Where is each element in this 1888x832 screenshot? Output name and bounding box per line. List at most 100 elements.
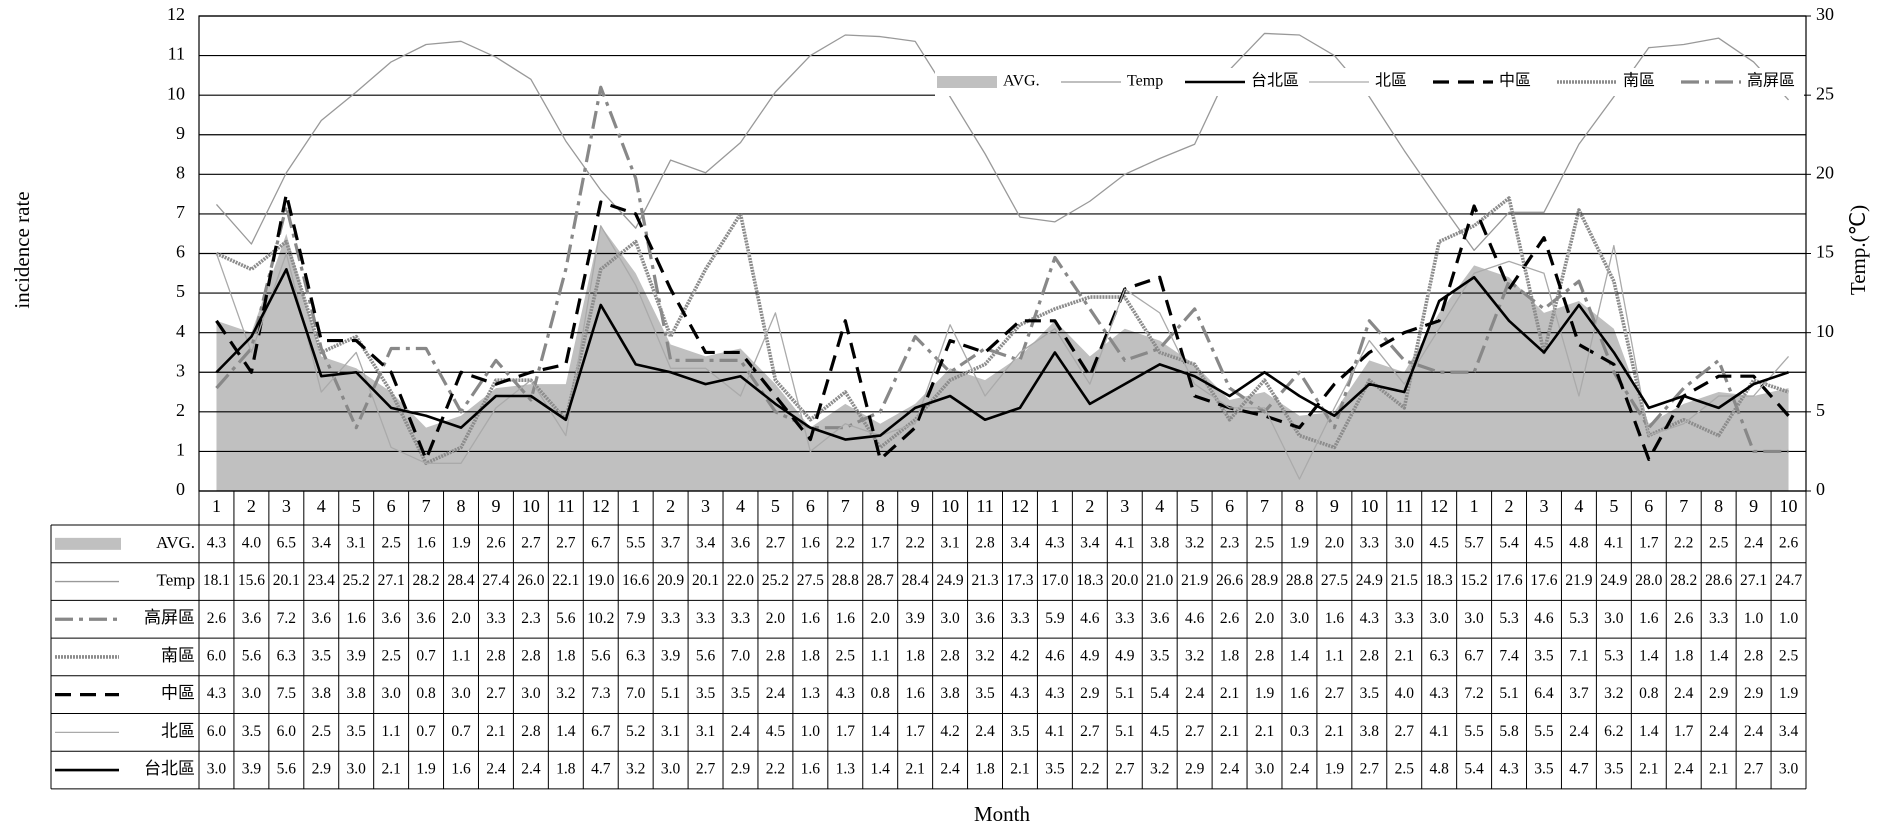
table-cell: 20.9 <box>657 572 684 589</box>
table-cell: 5.1 <box>1115 685 1134 702</box>
table-cell: 3.5 <box>347 723 367 740</box>
table-cell: 27.1 <box>378 572 405 589</box>
table-cell: 1.7 <box>871 534 891 551</box>
table-cell: 4.9 <box>1115 648 1135 665</box>
table-cell: 28.9 <box>1251 572 1278 589</box>
table-cell: 3.5 <box>1010 723 1030 740</box>
table-cell: 4.1 <box>1115 534 1134 551</box>
table-cell: 0.7 <box>416 648 436 665</box>
table-cell: 7.5 <box>277 685 297 702</box>
table-cell: 7.0 <box>626 685 646 702</box>
table-cell: 3.0 <box>381 685 401 702</box>
table-cell: 2.0 <box>766 610 786 627</box>
table-cell: 2.7 <box>766 534 786 551</box>
table-cell: 3.7 <box>661 534 681 551</box>
table-cell: 2.3 <box>1220 534 1240 551</box>
table-cell: 1.6 <box>347 610 367 627</box>
x-tick-label: 7 <box>1260 496 1269 516</box>
legend-label: AVG. <box>1003 73 1040 90</box>
y-tick-label: 6 <box>176 242 185 262</box>
table-cell: 1.8 <box>801 648 821 665</box>
table-cell: 6.7 <box>591 534 611 551</box>
table-cell: 4.3 <box>1499 761 1519 778</box>
table-cell: 2.7 <box>521 534 541 551</box>
table-cell: 15.2 <box>1461 572 1488 589</box>
table-cell: 6.2 <box>1604 723 1623 740</box>
table-cell: 17.6 <box>1530 572 1557 589</box>
table-cell: 3.2 <box>626 761 645 778</box>
x-tick-label: 1 <box>1050 496 1059 516</box>
table-cell: 6.4 <box>1534 685 1554 702</box>
legend-label: Temp <box>1127 73 1163 90</box>
table-cell: 3.0 <box>451 685 471 702</box>
table-cell: 4.3 <box>1429 685 1449 702</box>
table-cell: 3.2 <box>556 685 575 702</box>
table-cell: 2.0 <box>451 610 471 627</box>
table-cell: 1.4 <box>1639 648 1659 665</box>
x-tick-label: 12 <box>1011 496 1029 516</box>
table-cell: 1.1 <box>871 648 890 665</box>
table-cell: 2.4 <box>1220 761 1240 778</box>
x-tick-label: 9 <box>1330 496 1339 516</box>
table-cell: 1.8 <box>556 761 576 778</box>
table-cell: 5.1 <box>661 685 680 702</box>
table-cell: 1.1 <box>381 723 400 740</box>
y-axis-label: incidence rate <box>10 191 34 308</box>
table-cell: 7.1 <box>1569 648 1588 665</box>
x-tick-label: 7 <box>422 496 431 516</box>
table-cell: 1.0 <box>801 723 821 740</box>
x-tick-label: 4 <box>317 496 326 516</box>
table-cell: 3.0 <box>347 761 367 778</box>
x-tick-label: 9 <box>491 496 500 516</box>
x-tick-label: 3 <box>282 496 291 516</box>
table-cell: 5.1 <box>1499 685 1518 702</box>
x-tick-label: 9 <box>1749 496 1758 516</box>
table-cell: 3.0 <box>1290 610 1310 627</box>
table-cell: 1.6 <box>416 534 436 551</box>
table-cell: 2.5 <box>1779 648 1799 665</box>
table-cell: 2.1 <box>381 761 400 778</box>
table-cell: 2.0 <box>1325 534 1345 551</box>
table-cell: 2.5 <box>312 723 332 740</box>
table-cell: 0.3 <box>1290 723 1310 740</box>
table-cell: 3.4 <box>1779 723 1799 740</box>
table-cell: 21.3 <box>971 572 998 589</box>
table-cell: 3.0 <box>1464 610 1484 627</box>
table-cell: 4.8 <box>1569 534 1589 551</box>
x-tick-label: 10 <box>941 496 959 516</box>
table-cell: 28.6 <box>1705 572 1732 589</box>
table-cell: 1.0 <box>1744 610 1764 627</box>
y2-tick-label: 15 <box>1816 242 1834 262</box>
table-cell: 3.5 <box>1604 761 1624 778</box>
table-cell: 3.4 <box>1010 534 1030 551</box>
table-cell: 2.9 <box>1185 761 1205 778</box>
table-cell: 1.4 <box>1709 648 1729 665</box>
table-cell: 4.3 <box>1045 534 1065 551</box>
y-tick-label: 2 <box>176 400 185 420</box>
table-cell: 2.4 <box>1744 534 1764 551</box>
table-cell: 5.7 <box>1464 534 1484 551</box>
table-cell: 2.1 <box>905 761 924 778</box>
table-cell: 2.9 <box>312 761 332 778</box>
table-cell: 4.3 <box>1010 685 1030 702</box>
table-cell: 7.2 <box>1464 685 1483 702</box>
table-cell: 27.1 <box>1740 572 1767 589</box>
x-tick-label: 4 <box>736 496 745 516</box>
x-tick-label: 4 <box>1155 496 1164 516</box>
table-cell: 2.6 <box>486 534 506 551</box>
row-label: AVG. <box>156 533 195 552</box>
table-cell: 6.0 <box>277 723 297 740</box>
x-tick-label: 4 <box>1574 496 1583 516</box>
table-cell: 28.7 <box>867 572 894 589</box>
table-cell: 2.7 <box>1325 685 1345 702</box>
x-tick-label: 2 <box>247 496 256 516</box>
y-tick-label: 10 <box>167 83 185 103</box>
table-cell: 4.5 <box>766 723 786 740</box>
table-cell: 4.6 <box>1185 610 1205 627</box>
table-cell: 3.5 <box>1534 761 1554 778</box>
table-cell: 4.3 <box>1045 685 1065 702</box>
table-cell: 3.0 <box>1429 610 1449 627</box>
table-cell: 7.2 <box>277 610 296 627</box>
table-cell: 6.3 <box>1429 648 1449 665</box>
y2-tick-label: 0 <box>1816 479 1825 499</box>
